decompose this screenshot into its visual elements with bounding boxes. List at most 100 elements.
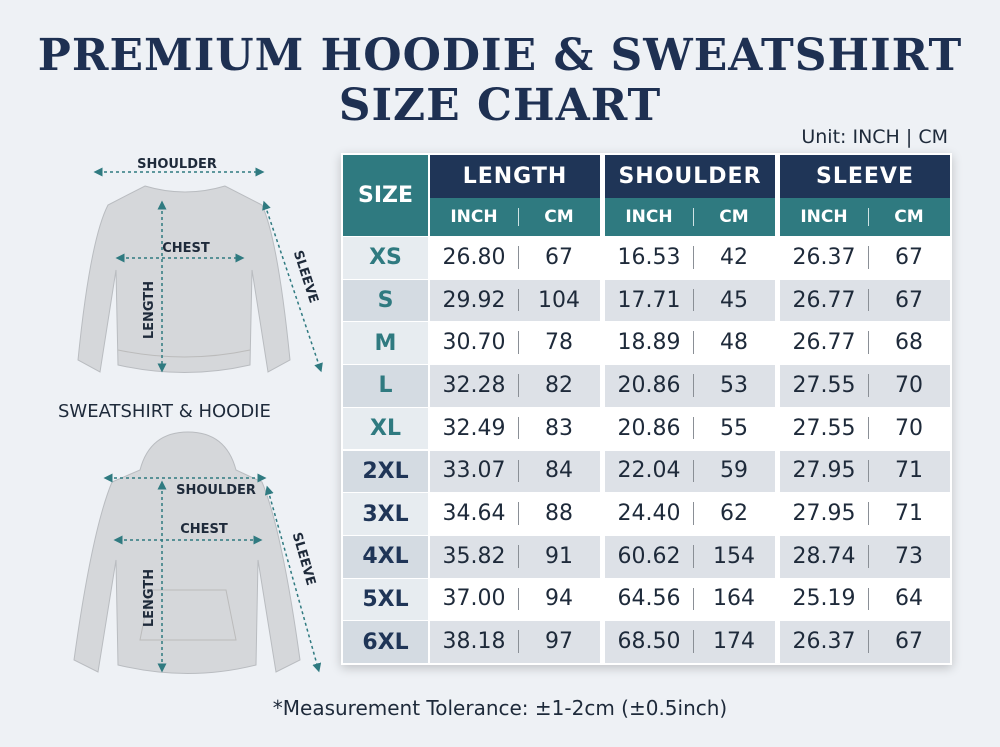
row-bg [430,492,600,535]
size-cell: XS [343,236,428,279]
value-cell: 29.92 [442,287,506,313]
row-bg [605,534,775,578]
divider [693,630,694,653]
value-cell: 33.07 [442,458,506,484]
value-cell: 70 [895,415,923,441]
value-cell: 20.86 [617,372,681,398]
sub-header-bg [605,198,775,236]
sub-header: INCH [625,207,673,227]
group-header: SLEEVE [780,155,950,198]
sub-header: CM [544,207,574,227]
divider [868,246,869,269]
row-bg [605,620,775,663]
divider [518,587,519,611]
pocket [139,589,237,641]
value-cell: 32.28 [442,372,506,398]
title-line: PREMIUM HOODIE & SWEATSHIRT [37,30,963,81]
size-cell: 4XL [343,534,428,578]
measure-label: SHOULDER [176,483,256,498]
divider [518,331,519,355]
divider [518,208,519,226]
value-cell: 32.49 [442,415,506,441]
divider [868,331,869,355]
size-cell: M [343,321,428,365]
row-bg [780,620,950,663]
sub-header: INCH [800,207,848,227]
group-header: LENGTH [430,155,600,198]
value-cell: 64 [895,586,923,612]
value-cell: 59 [720,458,748,484]
value-cell: 73 [895,543,923,569]
value-cell: 55 [720,415,748,441]
value-cell: 17.71 [617,287,681,313]
measure-label: SLEEVE [290,249,321,305]
value-cell: 71 [895,458,923,484]
row-bg [430,364,600,407]
value-cell: 16.53 [617,244,681,270]
value-cell: 62 [720,501,748,527]
value-cell: 48 [720,330,748,356]
value-cell: 70 [895,372,923,398]
value-cell: 42 [720,244,748,270]
value-cell: 18.89 [617,330,681,356]
value-cell: 34.64 [442,501,506,527]
row-bg [430,278,600,322]
divider [868,416,869,440]
value-cell: 37.00 [442,586,506,612]
caption: SWEATSHIRT & HOODIE [58,401,271,422]
divider [693,246,694,269]
row-bg [780,577,950,621]
illustrations: SHOULDER CHEST LENGTH SLEEVE SHOULDER CH… [73,157,323,674]
row-bg [780,406,950,450]
value-cell: 94 [545,586,573,612]
value-cell: 53 [720,372,748,398]
row-bg [605,492,775,535]
value-cell: 26.77 [792,330,856,356]
divider [693,288,694,312]
divider [693,587,694,611]
value-cell: 174 [713,629,755,655]
divider [693,208,694,226]
value-cell: 25.19 [792,586,856,612]
row-bg [780,492,950,535]
value-cell: 84 [545,458,573,484]
row-bg [605,321,775,365]
value-cell: 26.77 [792,287,856,313]
size-cell: 3XL [343,492,428,535]
divider [518,374,519,397]
title-line: SIZE CHART [338,80,662,131]
value-cell: 26.37 [792,629,856,655]
divider [868,630,869,653]
divider [693,374,694,397]
divider [868,502,869,525]
sub-header: CM [719,207,749,227]
value-cell: 154 [713,543,755,569]
divider [518,288,519,312]
divider [693,544,694,568]
row-bg [605,449,775,493]
size-header: SIZE [343,155,428,236]
row-bg [780,534,950,578]
row-bg [430,406,600,450]
divider [518,459,519,483]
measure-label: LENGTH [142,569,157,627]
divider [693,331,694,355]
value-cell: 27.55 [792,415,856,441]
value-cell: 27.95 [792,458,856,484]
divider [518,416,519,440]
value-cell: 30.70 [442,330,506,356]
value-cell: 35.82 [442,543,506,569]
value-cell: 45 [720,287,748,313]
value-cell: 60.62 [617,543,681,569]
divider [518,544,519,568]
divider [693,416,694,440]
value-cell: 27.55 [792,372,856,398]
value-cell: 20.86 [617,415,681,441]
value-cell: 67 [895,287,923,313]
row-bg [605,278,775,322]
sweatshirt-shape [77,185,291,373]
divider [693,459,694,483]
row-bg [430,321,600,365]
value-cell: 24.40 [617,501,681,527]
